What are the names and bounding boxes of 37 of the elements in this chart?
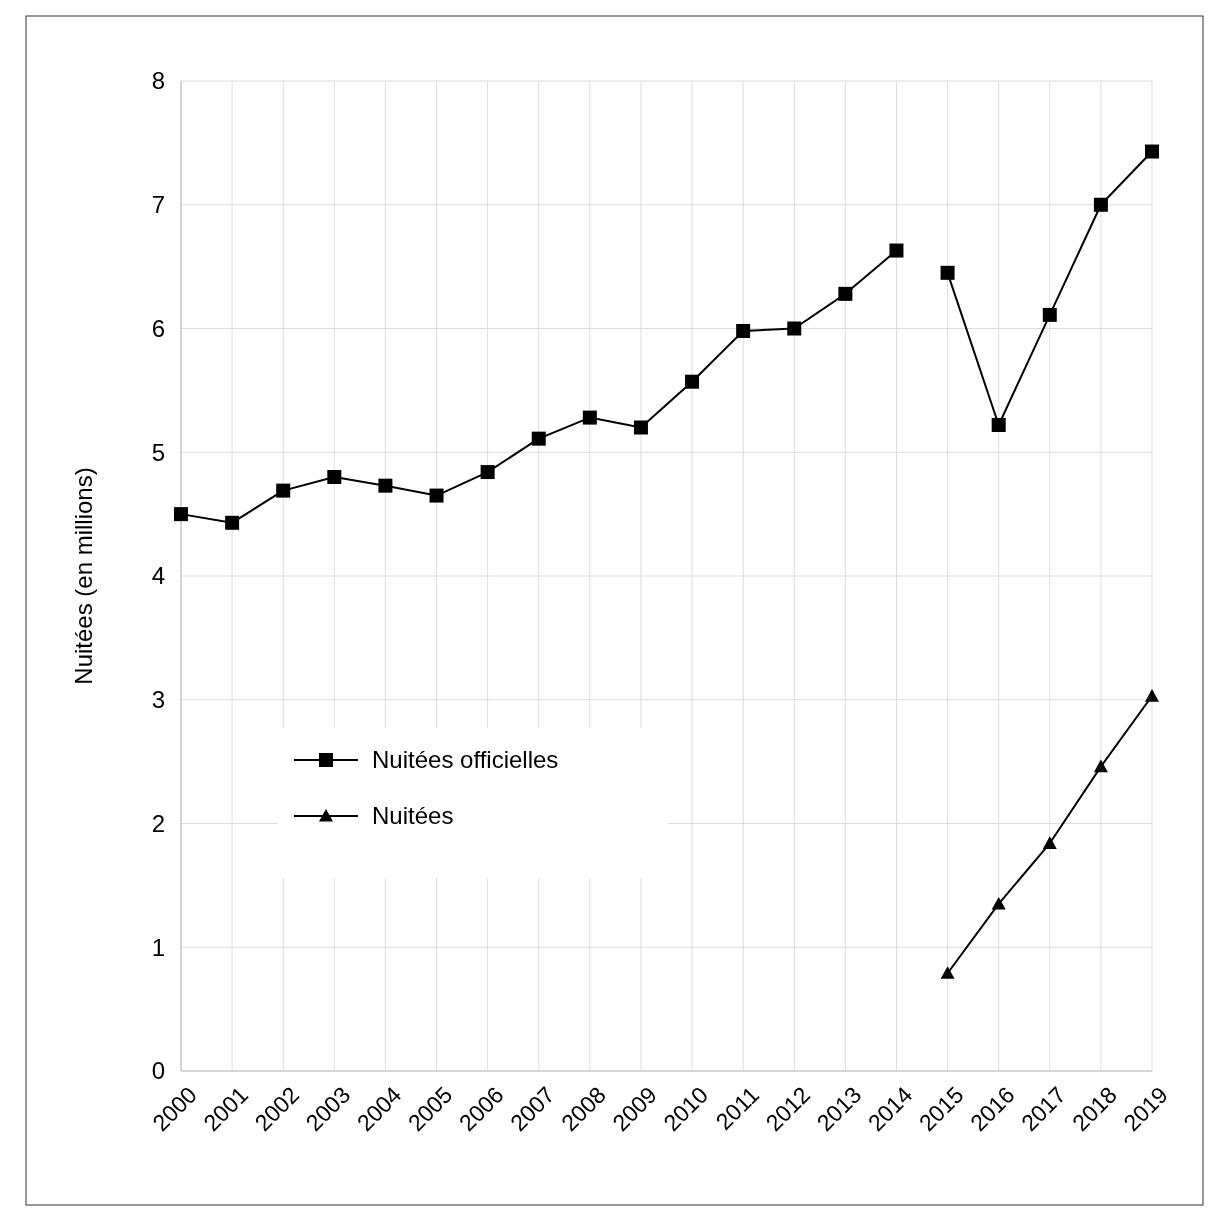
y-tick-label: 4: [151, 562, 165, 590]
point: [276, 483, 291, 498]
y-tick-label: 5: [151, 438, 165, 466]
point: [736, 323, 751, 338]
y-tick-label: 3: [151, 686, 165, 714]
point: [633, 420, 648, 435]
legend-label: Nuitées: [372, 802, 454, 830]
point: [1093, 197, 1108, 212]
point: [429, 488, 444, 503]
point: [787, 321, 802, 336]
y-tick-label: 8: [151, 67, 165, 95]
point: [225, 515, 240, 530]
point: [838, 286, 853, 301]
point: [1145, 689, 1159, 702]
point: [480, 465, 495, 480]
point: [940, 265, 955, 280]
y-axis-title: Nuitées (en millions): [70, 467, 97, 685]
point: [889, 243, 904, 258]
y-tick-label: 1: [151, 933, 165, 961]
point: [1042, 836, 1057, 849]
point: [940, 966, 955, 979]
point: [531, 431, 546, 446]
y-tick-label: 2: [151, 809, 165, 837]
legend-label: Nuitées officielles: [372, 746, 559, 774]
y-tick-label: 0: [151, 1057, 165, 1085]
point: [991, 418, 1006, 433]
point: [1042, 307, 1057, 322]
point: [378, 478, 393, 493]
point: [685, 374, 700, 389]
point: [327, 470, 342, 484]
point: [1093, 759, 1108, 773]
y-tick-label: 7: [151, 191, 165, 219]
point: [582, 410, 597, 425]
point: [1145, 144, 1159, 159]
point: [174, 507, 188, 522]
point: [991, 896, 1006, 910]
y-tick-label: 6: [151, 314, 165, 342]
